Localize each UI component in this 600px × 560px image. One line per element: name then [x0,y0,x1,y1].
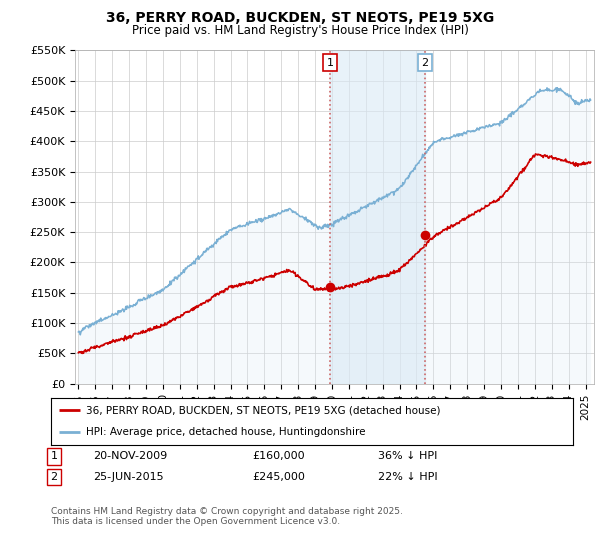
Text: 36, PERRY ROAD, BUCKDEN, ST NEOTS, PE19 5XG: 36, PERRY ROAD, BUCKDEN, ST NEOTS, PE19 … [106,11,494,25]
Text: £160,000: £160,000 [252,451,305,461]
Text: 1: 1 [50,451,58,461]
Text: 1: 1 [327,58,334,68]
Text: HPI: Average price, detached house, Huntingdonshire: HPI: Average price, detached house, Hunt… [86,427,366,437]
Text: 36, PERRY ROAD, BUCKDEN, ST NEOTS, PE19 5XG (detached house): 36, PERRY ROAD, BUCKDEN, ST NEOTS, PE19 … [86,405,441,416]
Text: Price paid vs. HM Land Registry's House Price Index (HPI): Price paid vs. HM Land Registry's House … [131,24,469,37]
Text: 2: 2 [421,58,428,68]
Bar [330,50,425,384]
Text: 2: 2 [50,472,58,482]
Text: Contains HM Land Registry data © Crown copyright and database right 2025.
This d: Contains HM Land Registry data © Crown c… [51,507,403,526]
Text: 20-NOV-2009: 20-NOV-2009 [93,451,167,461]
Text: 25-JUN-2015: 25-JUN-2015 [93,472,164,482]
Text: £245,000: £245,000 [252,472,305,482]
Text: 22% ↓ HPI: 22% ↓ HPI [378,472,437,482]
Text: 36% ↓ HPI: 36% ↓ HPI [378,451,437,461]
